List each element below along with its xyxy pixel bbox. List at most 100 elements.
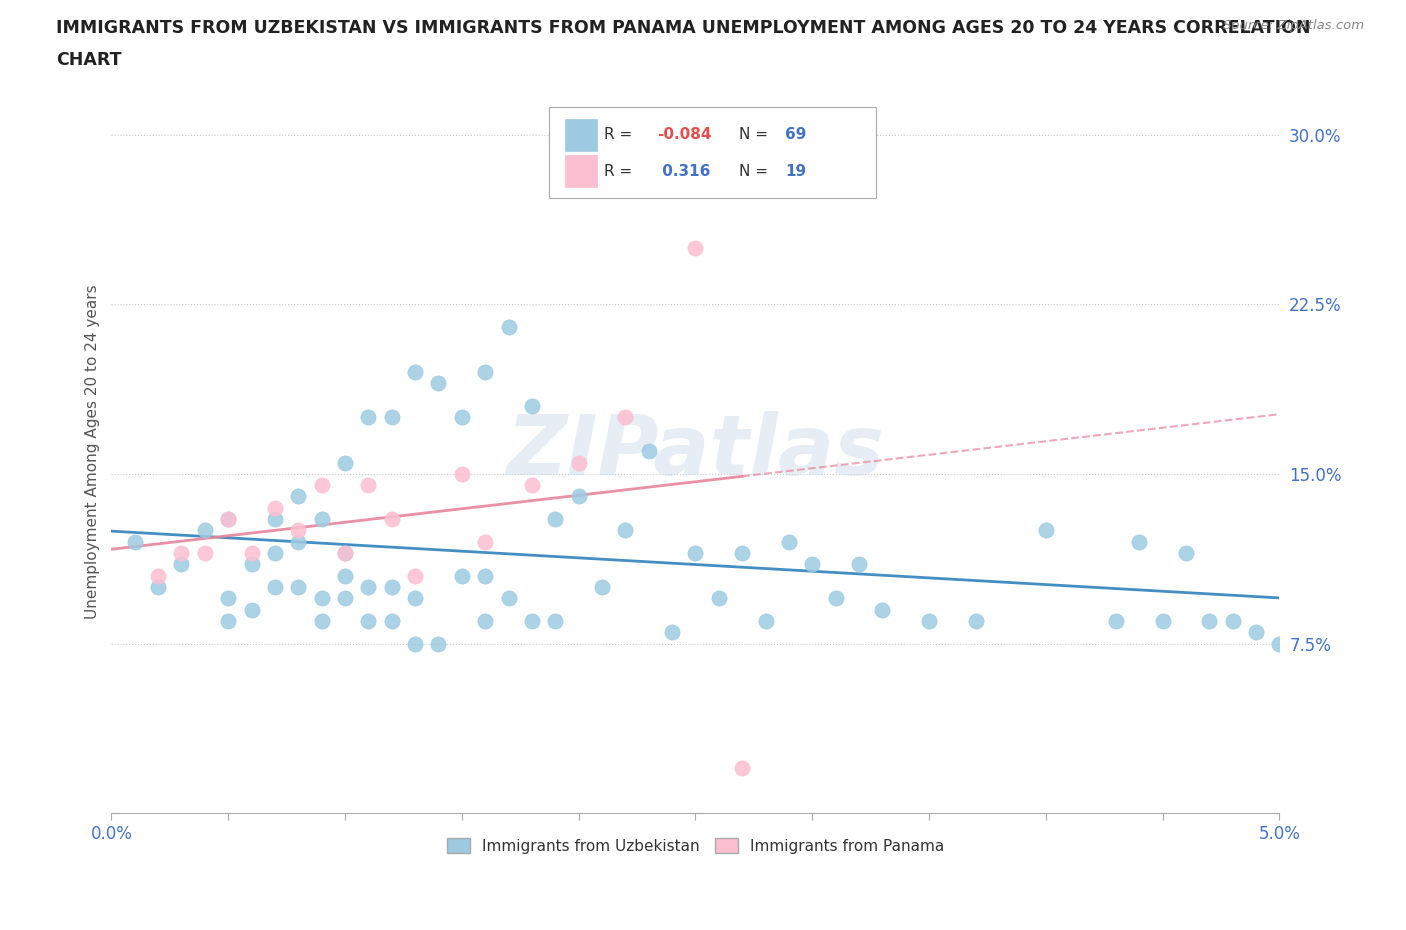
Point xyxy=(731,546,754,561)
Point xyxy=(918,614,941,629)
Point xyxy=(264,512,287,526)
Point xyxy=(427,636,450,651)
Point xyxy=(427,376,450,391)
Point xyxy=(311,614,333,629)
Point xyxy=(404,636,426,651)
Point xyxy=(1268,636,1291,651)
Point xyxy=(801,557,824,572)
Legend: Immigrants from Uzbekistan, Immigrants from Panama: Immigrants from Uzbekistan, Immigrants f… xyxy=(440,831,950,859)
Point xyxy=(264,579,287,594)
Point xyxy=(568,489,591,504)
Point xyxy=(474,614,496,629)
FancyBboxPatch shape xyxy=(550,108,876,198)
Point xyxy=(264,546,287,561)
Text: 69: 69 xyxy=(786,127,807,142)
Point xyxy=(614,523,637,538)
Point xyxy=(287,523,309,538)
Point xyxy=(1105,614,1128,629)
Point xyxy=(217,614,239,629)
Point xyxy=(333,591,356,605)
Point xyxy=(357,410,380,425)
Point xyxy=(333,568,356,583)
Point xyxy=(637,444,659,458)
Point xyxy=(311,512,333,526)
Point xyxy=(381,512,404,526)
Point xyxy=(404,568,426,583)
Point xyxy=(614,410,637,425)
Point xyxy=(357,478,380,493)
Point xyxy=(240,602,263,617)
Point xyxy=(754,614,776,629)
Point xyxy=(1244,625,1267,640)
Text: 0.316: 0.316 xyxy=(657,164,710,179)
Point xyxy=(333,546,356,561)
Point xyxy=(824,591,846,605)
Point xyxy=(311,591,333,605)
Point xyxy=(404,365,426,379)
Point xyxy=(1175,546,1198,561)
Point xyxy=(685,546,707,561)
Point xyxy=(498,591,520,605)
Point xyxy=(170,546,193,561)
Point xyxy=(474,568,496,583)
Point xyxy=(357,579,380,594)
Point xyxy=(217,512,239,526)
Point xyxy=(1035,523,1057,538)
Point xyxy=(707,591,730,605)
Text: R =: R = xyxy=(605,127,637,142)
Point xyxy=(217,591,239,605)
Point xyxy=(404,591,426,605)
Point xyxy=(591,579,613,594)
Point xyxy=(381,614,404,629)
Text: CHART: CHART xyxy=(56,51,122,69)
Point xyxy=(965,614,987,629)
Point xyxy=(520,399,543,414)
Point xyxy=(240,546,263,561)
Point xyxy=(544,512,567,526)
Point xyxy=(450,467,472,482)
Point xyxy=(194,546,217,561)
Point xyxy=(1152,614,1174,629)
Point xyxy=(1128,535,1150,550)
Text: -0.084: -0.084 xyxy=(657,127,711,142)
Point xyxy=(287,489,309,504)
Text: N =: N = xyxy=(738,164,772,179)
Point xyxy=(170,557,193,572)
Point xyxy=(287,579,309,594)
Point xyxy=(333,455,356,470)
Point xyxy=(146,579,169,594)
Point xyxy=(474,535,496,550)
Text: N =: N = xyxy=(738,127,772,142)
Point xyxy=(1222,614,1244,629)
Point xyxy=(264,500,287,515)
Point xyxy=(498,319,520,334)
Point xyxy=(240,557,263,572)
Point xyxy=(450,410,472,425)
Text: R =: R = xyxy=(605,164,637,179)
Point xyxy=(661,625,683,640)
Point xyxy=(731,761,754,776)
Point xyxy=(474,365,496,379)
Bar xyxy=(565,119,598,152)
Point xyxy=(544,614,567,629)
Bar xyxy=(565,155,598,188)
Y-axis label: Unemployment Among Ages 20 to 24 years: Unemployment Among Ages 20 to 24 years xyxy=(86,284,100,618)
Text: ZIPatlas: ZIPatlas xyxy=(506,411,884,492)
Point xyxy=(217,512,239,526)
Point xyxy=(381,579,404,594)
Point xyxy=(520,614,543,629)
Point xyxy=(778,535,800,550)
Point xyxy=(381,410,404,425)
Point xyxy=(872,602,894,617)
Point xyxy=(1198,614,1220,629)
Point xyxy=(124,535,146,550)
Point xyxy=(311,478,333,493)
Point xyxy=(194,523,217,538)
Point xyxy=(357,614,380,629)
Text: Source: ZipAtlas.com: Source: ZipAtlas.com xyxy=(1223,19,1364,32)
Point xyxy=(685,240,707,255)
Point xyxy=(287,535,309,550)
Point xyxy=(146,568,169,583)
Point xyxy=(568,455,591,470)
Text: 19: 19 xyxy=(786,164,807,179)
